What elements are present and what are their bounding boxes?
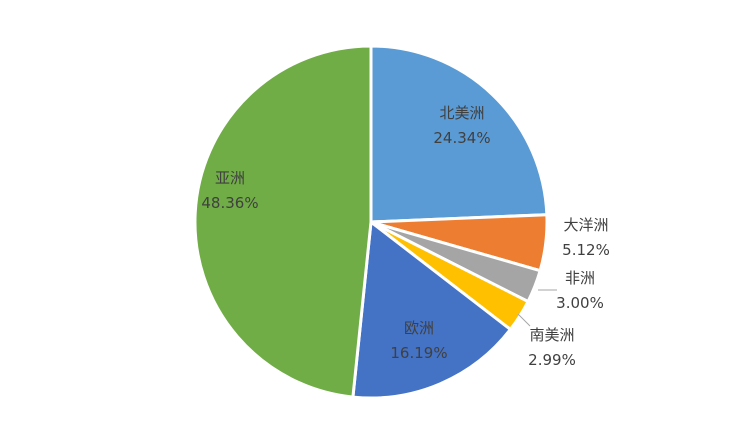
slices-layer — [193, 44, 549, 400]
slice-category-label-4: 南美洲 — [529, 326, 574, 344]
pie-slice-6 — [193, 44, 373, 399]
slice-category-label-5: 欧洲 — [404, 319, 434, 337]
slice-value-label-6: 48.36% — [201, 194, 258, 212]
slice-value-label-3: 3.00% — [556, 294, 604, 312]
slice-value-label-1: 24.34% — [433, 129, 490, 147]
leader-line-4 — [517, 313, 531, 327]
slice-category-label-6: 亚洲 — [215, 169, 245, 187]
slice-category-label-1: 北美洲 — [439, 104, 484, 122]
slice-value-label-5: 16.19% — [390, 344, 447, 362]
labels-layer: 北美洲 24.34% 大洋洲 5.12% 非洲 3.00% 南美洲 2.99% 欧洲 16.19%… — [201, 104, 609, 369]
pie-slice-5 — [351, 219, 513, 400]
pie-slice-1 — [369, 44, 549, 224]
slice-category-label-3: 非洲 — [565, 269, 595, 287]
leader-lines-layer — [517, 289, 557, 327]
slice-value-label-4: 2.99% — [528, 351, 576, 369]
slice-category-label-2: 大洋洲 — [563, 216, 608, 234]
slice-value-label-2: 5.12% — [562, 241, 610, 259]
